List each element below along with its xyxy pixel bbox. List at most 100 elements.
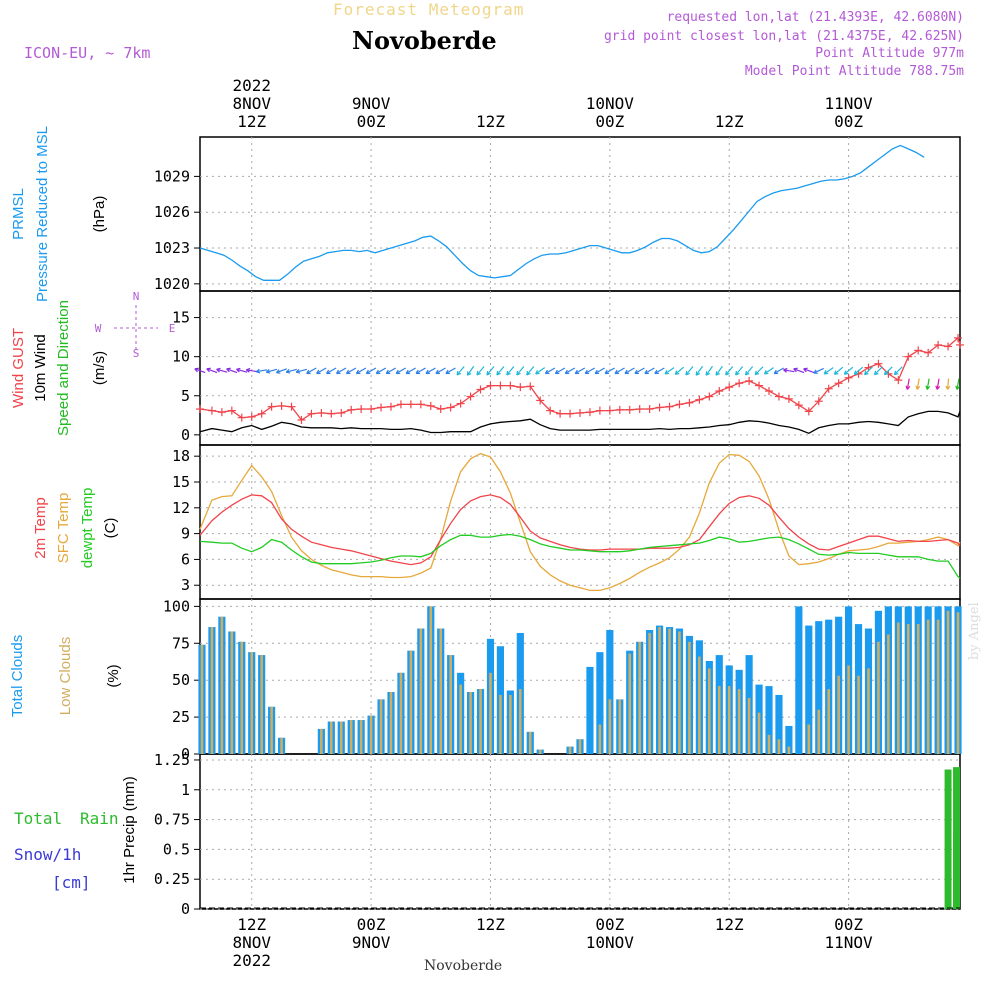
bottom-time-label: 00Z — [357, 915, 386, 934]
low-cloud-bar — [717, 686, 721, 754]
wind-direction-arrow — [945, 378, 951, 390]
low-cloud-bar — [817, 709, 821, 754]
gust-point — [426, 401, 435, 410]
wind-direction-arrow — [915, 378, 921, 390]
compass-e: E — [169, 322, 176, 335]
wind-direction-arrow — [773, 367, 785, 375]
wind-direction-arrow — [735, 366, 744, 376]
low-cloud-bar — [320, 728, 323, 754]
wind-direction-arrow — [925, 378, 931, 390]
low-cloud-bar — [220, 616, 224, 754]
wind-direction-arrow — [793, 367, 805, 374]
bottom-time-label: 00Z — [834, 915, 863, 934]
low-cloud-bar — [339, 721, 343, 754]
total-cloud-bar — [795, 606, 803, 754]
gust-point — [605, 406, 614, 415]
wind-direction-arrow — [624, 367, 635, 375]
wind-direction-arrow — [486, 366, 495, 376]
wind-direction-arrow — [783, 367, 795, 373]
gust-point — [476, 385, 485, 394]
compass-n: N — [133, 290, 140, 303]
wind-direction-arrow — [435, 367, 446, 375]
wind-direction-arrow — [715, 365, 723, 376]
gust-point — [645, 405, 654, 414]
low-cloud-bar — [280, 737, 283, 754]
low-cloud-bar — [827, 689, 830, 754]
gust-point — [317, 408, 326, 417]
top-time-label: 12Z — [237, 112, 266, 131]
top-time-label: 2022 — [232, 76, 271, 95]
gust-point — [257, 409, 266, 418]
wind-direction-arrow — [853, 366, 864, 375]
gust-point — [914, 346, 923, 355]
gust-point — [237, 413, 246, 422]
gust-point — [675, 400, 684, 409]
bottom-time-label: 10NOV — [586, 933, 635, 952]
pressure-ytick-label: 1029 — [154, 167, 190, 185]
gust-point — [834, 379, 843, 388]
rain-bar — [944, 769, 952, 909]
wind-direction-arrow — [823, 367, 834, 375]
pressure-ytick-label: 1026 — [154, 203, 190, 221]
low-cloud-bar — [887, 634, 890, 754]
bottom-time-label: 12Z — [715, 915, 744, 934]
gust-point — [456, 399, 465, 408]
low-cloud-bar — [568, 746, 572, 754]
low-cloud-bar — [528, 731, 532, 754]
total-clouds-label: Total Clouds — [9, 635, 26, 718]
low-cloud-bar — [767, 734, 771, 754]
low-cloud-bar — [678, 631, 681, 754]
wind-direction-arrow — [535, 367, 546, 375]
pressure-ytick-label: 1020 — [154, 275, 190, 293]
wind-direction-arrow — [833, 366, 844, 375]
low-cloud-bar — [787, 746, 791, 754]
low-cloud-bar — [538, 749, 542, 754]
low-cloud-bar — [519, 689, 522, 754]
low-cloud-bar — [449, 655, 452, 754]
low-cloud-bar — [837, 675, 840, 754]
wind-direction-arrow — [893, 366, 903, 376]
wind-direction-arrow — [763, 367, 774, 375]
low-cloud-bar — [409, 650, 413, 754]
wind-direction-arrow — [843, 366, 854, 375]
wind-direction-arrow — [295, 368, 307, 374]
low-cloud-bar — [479, 689, 482, 754]
compass-legend: N S W E — [95, 290, 176, 360]
wind-unit: (m/s) — [91, 351, 108, 385]
wind-direction-arrow — [674, 366, 685, 375]
wind-direction-arrow — [206, 367, 218, 374]
compass-w: W — [95, 322, 102, 335]
gust-point — [894, 376, 903, 385]
gust-point — [745, 376, 754, 385]
gust-point — [307, 409, 316, 418]
wind-direction-arrow — [226, 367, 238, 374]
top-time-label: 00Z — [357, 112, 386, 131]
temperature-ytick-label: 6 — [181, 550, 190, 568]
top-time-label: 8NOV — [232, 94, 271, 113]
wind-direction-arrow — [864, 366, 873, 376]
bottom-location-label: Novoberde — [424, 958, 503, 974]
wind-direction-arrow — [345, 367, 357, 375]
rain-bar — [953, 829, 960, 909]
gust-point — [367, 405, 376, 414]
gust-point — [954, 333, 963, 342]
wind-direction-arrow — [644, 367, 655, 375]
gust-point — [956, 340, 964, 349]
precip-ytick-label: 0.5 — [163, 840, 190, 858]
wind-direction-arrow — [883, 366, 893, 376]
gust-point — [386, 402, 395, 411]
wind-gust-label: Wind GUST — [10, 328, 27, 408]
low-cloud-bar — [359, 720, 363, 754]
wind-direction-arrow — [955, 378, 961, 390]
low-cloud-bar — [698, 656, 701, 754]
low-cloud-bar — [419, 628, 423, 754]
gust-point — [406, 400, 415, 409]
wind-direction-arrow — [594, 367, 605, 375]
low-cloud-bar — [250, 652, 254, 754]
gust-point — [247, 412, 256, 421]
top-time-label: 00Z — [834, 112, 863, 131]
low-cloud-bar — [379, 699, 383, 754]
gust-point — [486, 381, 495, 390]
low-cloud-bar — [688, 641, 691, 754]
low-cloud-bar — [847, 665, 850, 754]
